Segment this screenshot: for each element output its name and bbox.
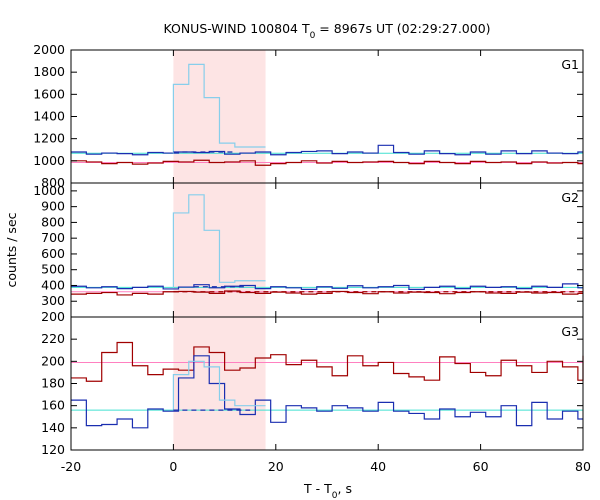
y-tick-label: 120 <box>41 442 65 457</box>
x-tick-label: 80 <box>575 459 591 474</box>
x-tick-label: -20 <box>61 459 81 474</box>
y-tick-label: 160 <box>41 398 65 413</box>
panel-name-label: G2 <box>561 190 579 205</box>
y-tick-label: 800 <box>41 175 65 190</box>
x-tick-label: 20 <box>268 459 284 474</box>
red-series-line <box>71 159 583 166</box>
panel-frame <box>70 316 584 451</box>
y-tick-label: 1200 <box>33 131 65 146</box>
y-tick-label: 500 <box>41 262 65 277</box>
blue-series-line <box>71 144 583 156</box>
y-tick-label: 200 <box>41 309 65 324</box>
light-blue-series-line <box>172 63 266 154</box>
y-tick-label: 700 <box>41 230 65 245</box>
red-series-line <box>71 341 584 382</box>
y-axis-label: counts / sec <box>4 212 19 287</box>
chart-title-text-subscript: 0 <box>310 31 316 41</box>
y-tick-label: 1400 <box>33 109 65 124</box>
y-tick-label: 900 <box>41 199 65 214</box>
y-tick-label: 600 <box>41 246 65 261</box>
y-tick-label: 220 <box>41 331 65 346</box>
panel-g3: 120 140 160 180 200 220 G3 <box>41 316 584 457</box>
blue-series-line <box>71 355 583 429</box>
y-tick-label: 1000 <box>33 183 65 198</box>
chart-title-text-main: KONUS-WIND 100804 T <box>163 21 309 36</box>
x-axis-label-text: T - T0, s <box>303 481 352 500</box>
light-blue-series-line <box>172 194 266 288</box>
x-tick-label: 0 <box>169 459 177 474</box>
chart-panels: 800100012001400160018002000G120030040050… <box>33 42 584 457</box>
y-tick-label: 300 <box>41 293 65 308</box>
panel-frame <box>70 182 584 318</box>
light-blue-series-line <box>172 360 266 411</box>
y-axis-label-text: counts / sec <box>4 212 19 287</box>
panel-name-label: G1 <box>561 57 579 72</box>
y-tick-label: 140 <box>41 420 65 435</box>
y-tick-label: 1800 <box>33 64 65 79</box>
panel-name-label: G3 <box>561 324 579 339</box>
y-tick-label: 2000 <box>33 42 65 57</box>
panel-g1: 800 1000 1200 1400 1600 1800 2000 G1 <box>33 42 584 190</box>
y-tick-label: 1000 <box>33 153 65 168</box>
y-tick-label: 200 <box>41 353 65 368</box>
chart-title-text-rest: = 8967s UT (02:29:27.000) <box>315 21 490 36</box>
blue-series-line <box>71 283 583 291</box>
x-tick-label: 40 <box>370 459 386 474</box>
x-tick-label: 60 <box>473 459 489 474</box>
x-axis-label: T - T0, s <box>303 481 352 500</box>
chart-title: KONUS-WIND 100804 T0 = 8967s UT (02:29:2… <box>163 21 490 41</box>
red-series-line <box>71 290 583 296</box>
y-tick-label: 180 <box>41 376 65 391</box>
x-axis-label-text-subscript: 0 <box>332 491 338 500</box>
x-axis-label-text-rest: , s <box>338 481 352 496</box>
y-tick-label: 1600 <box>33 86 65 101</box>
y-tick-label: 800 <box>41 214 65 229</box>
x-axis-label-text-main: T - T <box>303 481 332 496</box>
y-tick-label: 400 <box>41 277 65 292</box>
chart-title-text: KONUS-WIND 100804 T0 = 8967s UT (02:29:2… <box>163 21 490 41</box>
x-tick-labels: -20 0 20 40 60 80 <box>61 459 591 474</box>
